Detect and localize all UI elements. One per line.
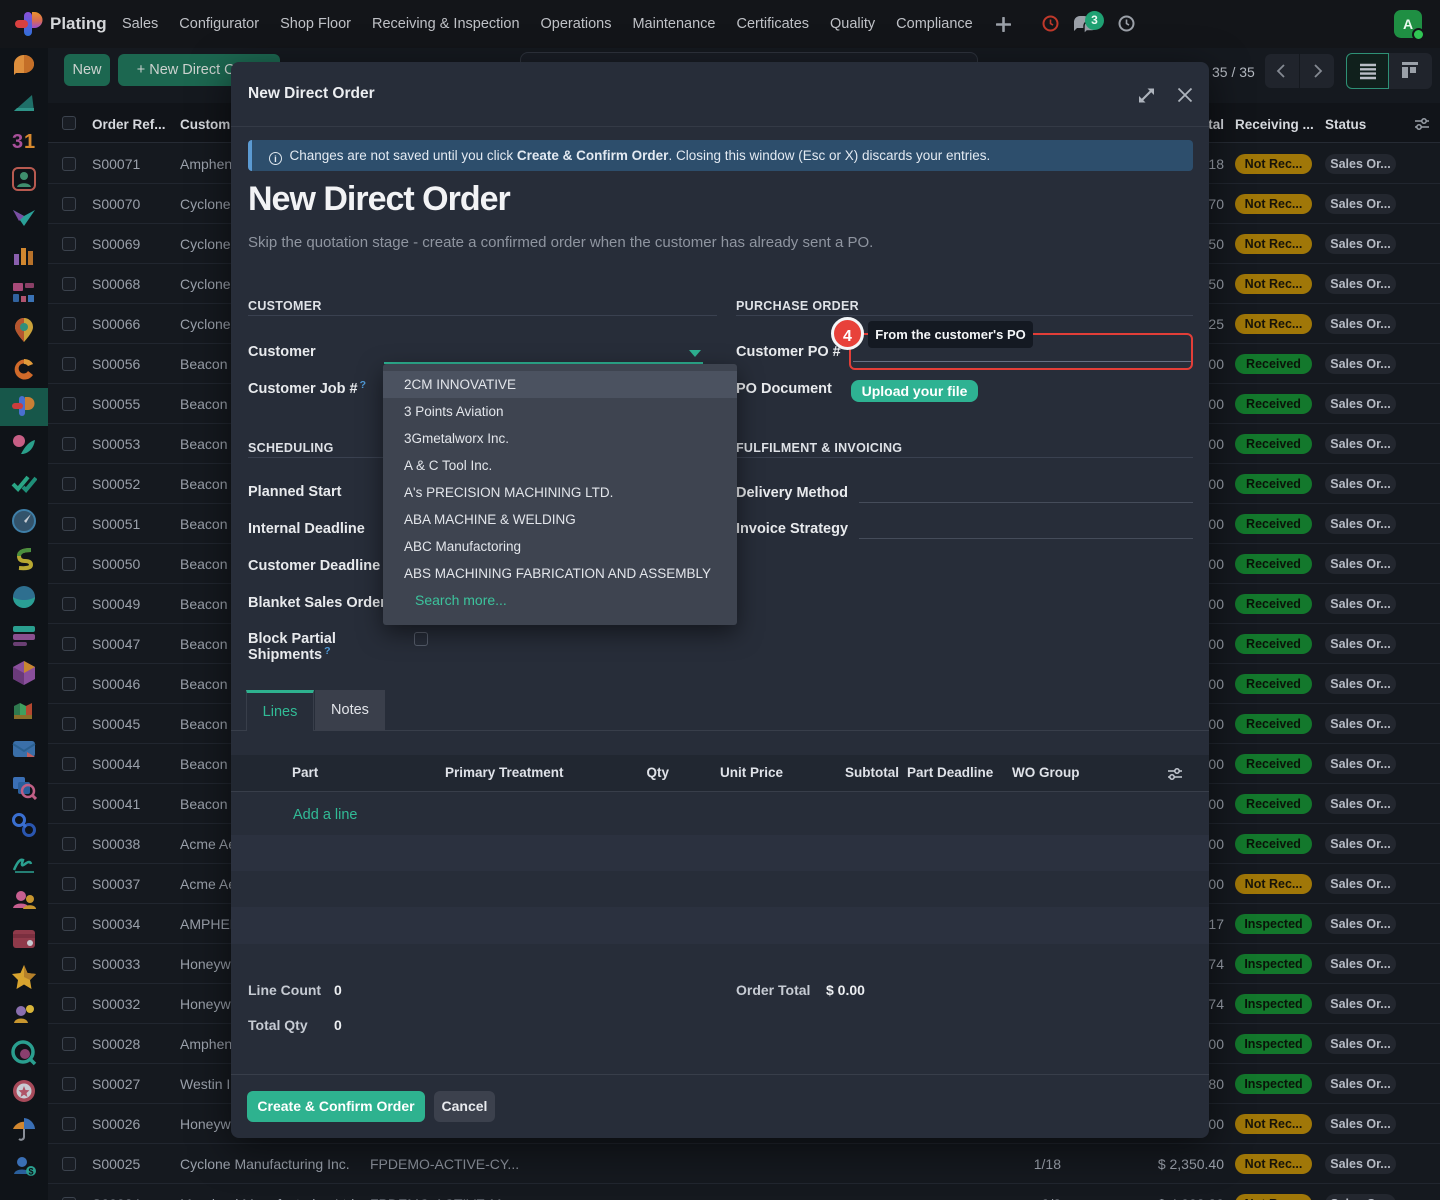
- svg-text:3: 3: [12, 131, 23, 153]
- svg-text:1: 1: [24, 131, 35, 153]
- svg-text:$: $: [29, 1167, 34, 1177]
